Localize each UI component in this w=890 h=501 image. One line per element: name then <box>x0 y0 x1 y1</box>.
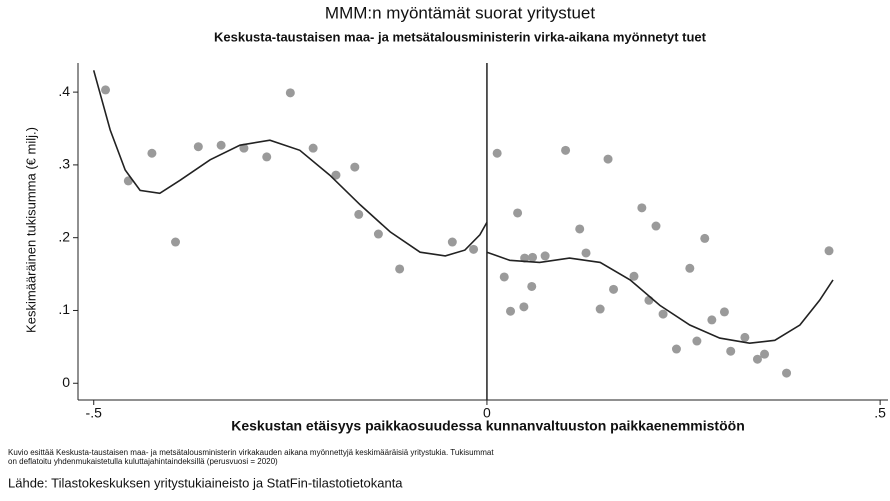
point <box>469 244 479 254</box>
point <box>308 143 318 153</box>
point <box>685 263 695 273</box>
point <box>239 143 249 153</box>
point <box>147 148 157 158</box>
point <box>671 344 681 354</box>
x-tick-label: -.5 <box>86 405 103 421</box>
point <box>752 354 762 364</box>
point <box>216 140 226 150</box>
point <box>651 221 661 231</box>
point <box>520 253 530 263</box>
point <box>540 251 550 261</box>
point <box>658 309 668 319</box>
point <box>561 145 571 155</box>
point <box>193 142 203 152</box>
point <box>782 368 792 378</box>
point <box>513 208 523 218</box>
point <box>575 224 585 234</box>
point <box>527 281 537 291</box>
point <box>519 302 529 312</box>
point <box>354 209 364 219</box>
point <box>824 246 834 256</box>
point <box>499 272 509 282</box>
point <box>740 332 750 342</box>
point <box>726 346 736 356</box>
point <box>101 85 111 95</box>
y-tick-label: .1 <box>58 301 70 317</box>
point <box>581 248 591 258</box>
point <box>603 154 613 164</box>
chart-title: MMM:n myöntämät suorat yritystuet <box>325 3 595 22</box>
y-tick-label: .2 <box>58 228 70 244</box>
y-tick-label: .4 <box>58 83 70 99</box>
point <box>350 162 360 172</box>
y-tick-label: .3 <box>58 156 70 172</box>
x-tick-label: .5 <box>874 405 886 421</box>
note-line: on deflatoitu yhdenmukaistetulla kulutta… <box>8 457 278 466</box>
fit-line <box>486 251 834 345</box>
point <box>692 336 702 346</box>
point <box>285 88 295 98</box>
point <box>373 229 383 239</box>
point <box>719 307 729 317</box>
point <box>637 203 647 213</box>
point <box>609 284 619 294</box>
point <box>492 148 502 158</box>
chart-subtitle: Keskusta-taustaisen maa- ja metsätalousm… <box>214 29 707 44</box>
x-axis-label: Keskustan etäisyys paikkaosuudessa kunna… <box>231 418 745 434</box>
point <box>760 349 770 359</box>
point <box>506 306 516 316</box>
point <box>700 233 710 243</box>
point <box>262 152 272 162</box>
point <box>707 315 717 325</box>
point <box>171 237 181 247</box>
fit-line <box>92 70 488 257</box>
source: Lähde: Tilastokeskuksen yritystukiaineis… <box>8 475 403 490</box>
point <box>629 271 639 281</box>
point <box>447 237 457 247</box>
point <box>331 170 341 180</box>
note-line: Kuvio esittää Keskusta-taustaisen maa- j… <box>8 448 494 457</box>
y-axis-label: Keskimääräinen tukisumma (€ milj.) <box>23 127 38 333</box>
point <box>395 264 405 274</box>
point <box>644 295 654 305</box>
y-tick-label: 0 <box>62 374 70 390</box>
x-tick-label: 0 <box>483 405 491 421</box>
point <box>595 304 605 314</box>
point <box>528 252 538 262</box>
